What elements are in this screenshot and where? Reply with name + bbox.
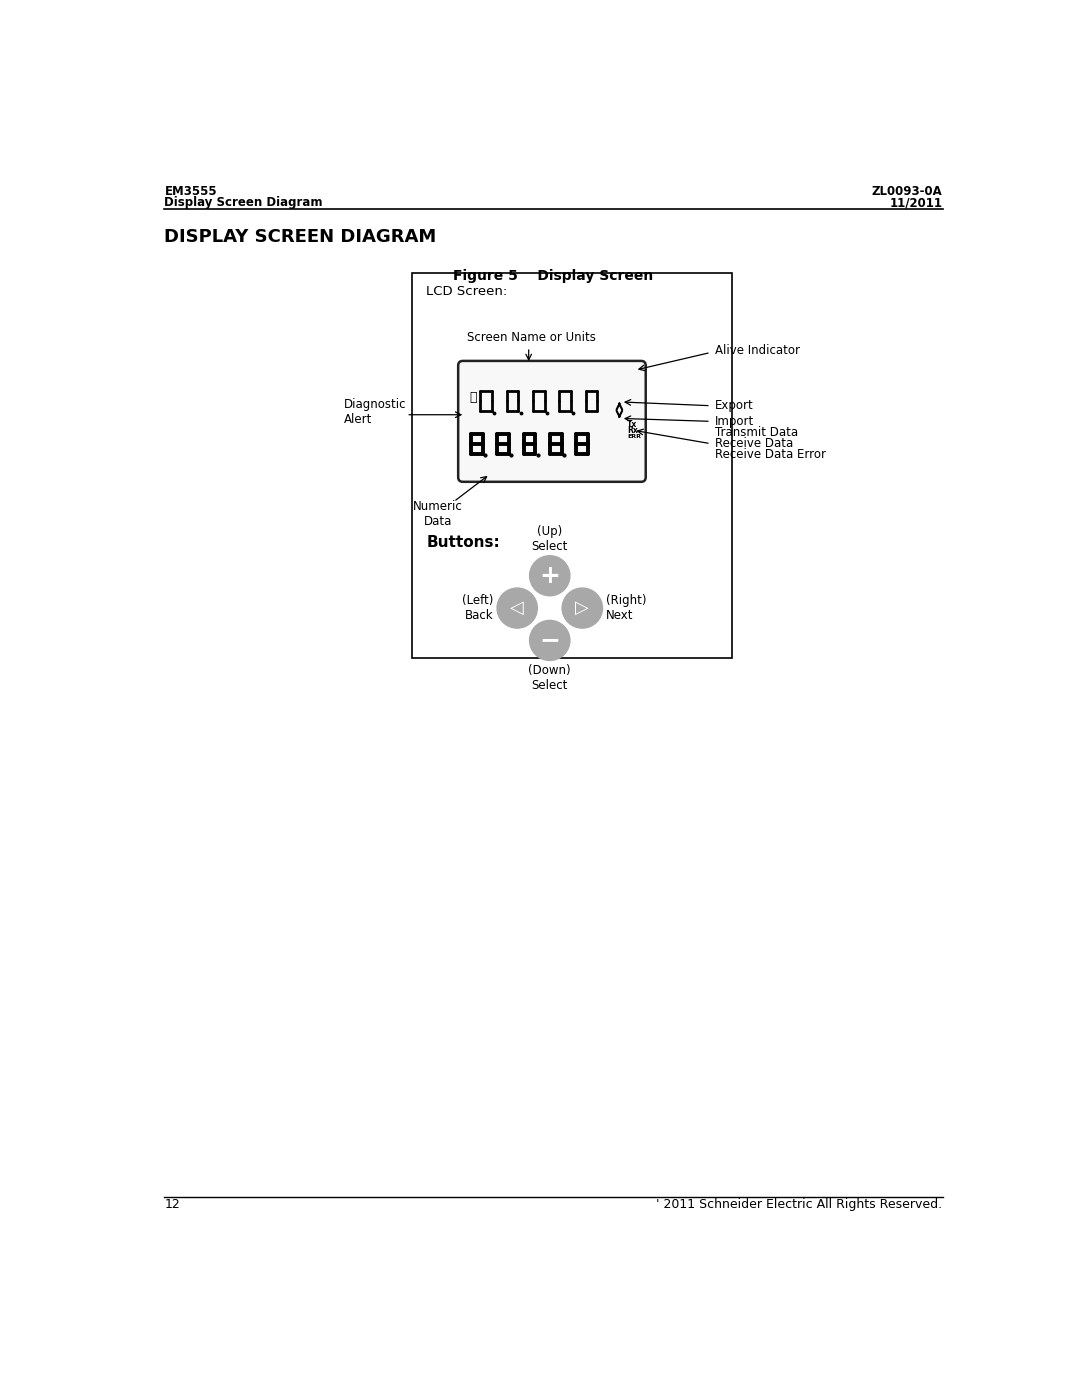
Text: ◁: ◁ <box>510 599 524 617</box>
FancyBboxPatch shape <box>458 360 646 482</box>
Text: Buttons:: Buttons: <box>427 535 500 550</box>
Text: Receive Data: Receive Data <box>715 437 793 450</box>
Text: LCD Screen:: LCD Screen: <box>427 285 508 299</box>
Text: +: + <box>539 564 561 588</box>
Text: (Left)
Back: (Left) Back <box>462 594 494 622</box>
Circle shape <box>497 588 538 629</box>
Text: Figure 5    Display Screen: Figure 5 Display Screen <box>454 270 653 284</box>
Text: ▷: ▷ <box>576 599 590 617</box>
Text: Transmit Data: Transmit Data <box>715 426 798 440</box>
Circle shape <box>529 620 570 661</box>
Text: 🔧: 🔧 <box>469 391 476 404</box>
Text: Numeric
Data: Numeric Data <box>414 500 463 528</box>
Text: (Right)
Next: (Right) Next <box>606 594 647 622</box>
Text: Tx: Tx <box>627 419 637 429</box>
Text: Export: Export <box>715 400 754 412</box>
Text: Display Screen Diagram: Display Screen Diagram <box>164 196 323 210</box>
Circle shape <box>529 556 570 595</box>
Text: ' 2011 Schneider Electric All Rights Reserved.: ' 2011 Schneider Electric All Rights Res… <box>657 1199 943 1211</box>
FancyBboxPatch shape <box>413 274 732 658</box>
Text: Diagnostic
Alert: Diagnostic Alert <box>343 398 406 426</box>
Text: (Up)
Select: (Up) Select <box>531 525 568 553</box>
Text: DISPLAY SCREEN DIAGRAM: DISPLAY SCREEN DIAGRAM <box>164 229 436 246</box>
Text: 11/2011: 11/2011 <box>890 196 943 210</box>
Text: EM3555: EM3555 <box>164 184 217 197</box>
Text: ERR: ERR <box>627 434 642 439</box>
Text: (Down)
Select: (Down) Select <box>528 664 571 692</box>
Text: Screen Name or Units: Screen Name or Units <box>467 331 595 344</box>
Text: Rx: Rx <box>627 426 638 434</box>
Text: Alive Indicator: Alive Indicator <box>715 344 799 356</box>
Text: 12: 12 <box>164 1199 180 1211</box>
Text: Import: Import <box>715 415 754 427</box>
Circle shape <box>563 588 603 629</box>
Text: Receive Data Error: Receive Data Error <box>715 448 826 461</box>
Text: ZL0093-0A: ZL0093-0A <box>872 184 943 197</box>
Text: −: − <box>539 629 561 652</box>
